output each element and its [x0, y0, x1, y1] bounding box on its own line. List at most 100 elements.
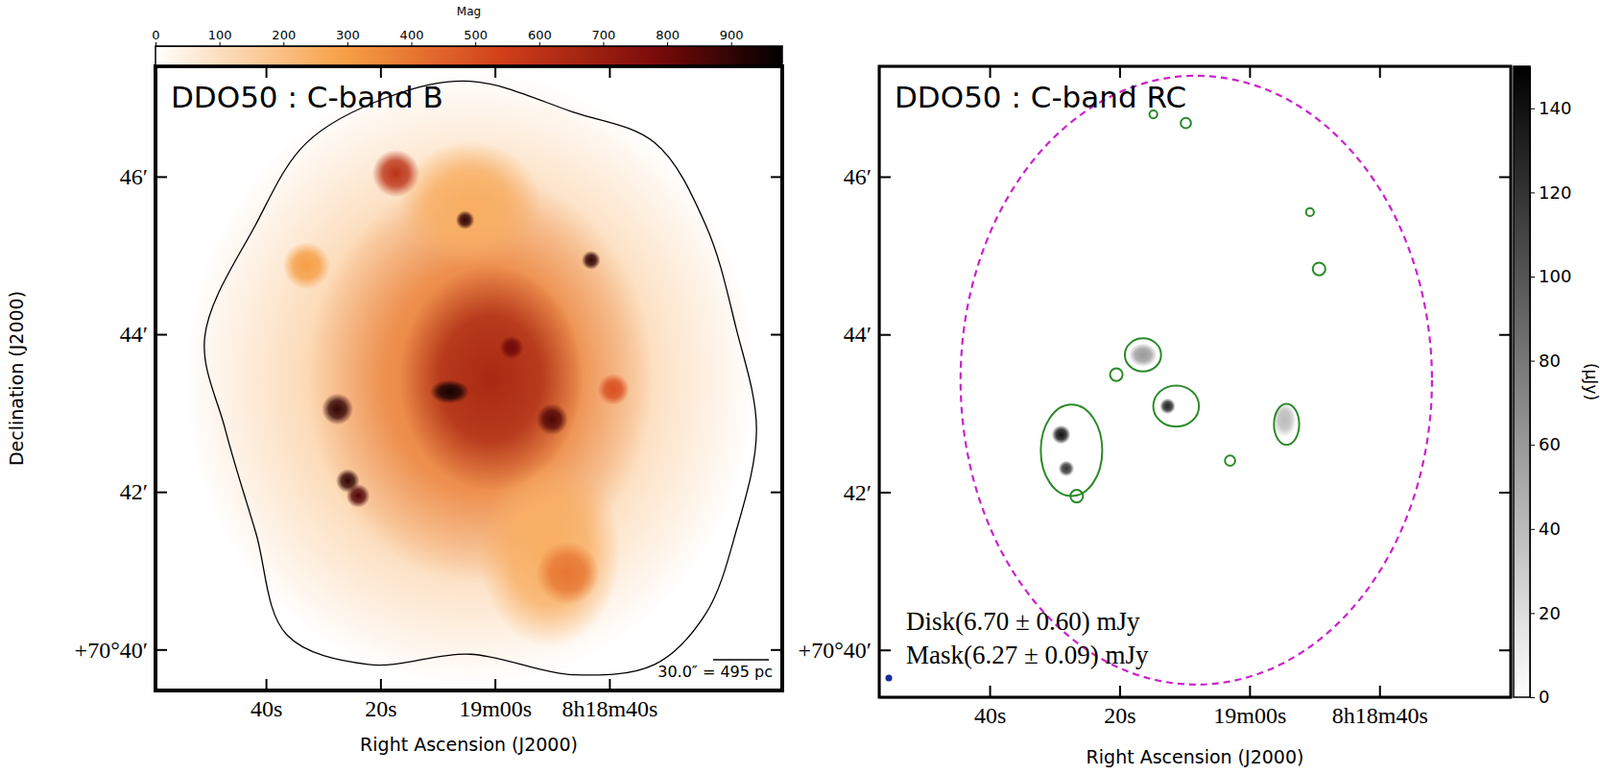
- axis-line: [155, 67, 158, 692]
- tick-mark: [539, 42, 541, 47]
- tick: [380, 66, 382, 78]
- tick-mark: [1499, 175, 1511, 178]
- mask-contour: [1180, 118, 1192, 129]
- tick-mark: [380, 66, 383, 78]
- axis-line: [782, 67, 785, 692]
- panel-title: DDO50 : C-band RC: [894, 79, 1187, 115]
- tick-label: 500: [463, 27, 488, 43]
- tick: [770, 491, 783, 493]
- tick-label: 19m00s: [458, 695, 532, 721]
- source: [1051, 425, 1072, 445]
- tick-label: 200: [271, 27, 296, 43]
- tick: 100: [1529, 265, 1572, 287]
- colorbar: [155, 46, 783, 66]
- tick-mark: [1499, 334, 1511, 336]
- tick-mark: [494, 66, 497, 78]
- tick-mark: [1529, 108, 1535, 110]
- tick-mark: [265, 678, 268, 691]
- tick-mark: [494, 678, 497, 691]
- tick-label: 60: [1538, 433, 1561, 454]
- tick-mark: [879, 334, 891, 336]
- tick-label: 19m00s: [1213, 702, 1287, 728]
- tick: [495, 66, 497, 78]
- tick: 900: [719, 27, 744, 47]
- axis-line: [1529, 67, 1531, 698]
- tick-mark: [155, 648, 168, 651]
- panel-title: DDO50 : C-band B: [170, 79, 444, 115]
- tick-mark: [989, 685, 992, 697]
- tick-label: 40s: [974, 702, 1006, 728]
- tick-mark: [219, 42, 221, 47]
- plot-area: [155, 66, 783, 691]
- frame: [155, 66, 783, 691]
- tick-mark: [1248, 685, 1251, 697]
- source: [536, 541, 600, 605]
- tick: 600: [527, 27, 552, 47]
- tick-label: 100: [208, 27, 233, 43]
- axis-line: [156, 690, 784, 693]
- tick: [1499, 176, 1511, 178]
- source: [1058, 460, 1075, 477]
- x-axis-title: Right Ascension (J2000): [1086, 745, 1305, 767]
- tick-mark: [155, 175, 168, 178]
- tick-mark: [879, 491, 891, 494]
- tick-label: 120: [1538, 182, 1572, 203]
- tick: 44′: [119, 321, 168, 347]
- source: [1159, 398, 1175, 414]
- background: [879, 66, 1511, 697]
- tick-mark: [1529, 276, 1535, 278]
- colorbar: [1513, 66, 1530, 697]
- tick: 19m00s: [458, 678, 532, 721]
- tick-label: 42′: [843, 479, 872, 505]
- axis-xticks: [880, 66, 1512, 78]
- tick: 20: [1529, 602, 1561, 623]
- tick-mark: [770, 648, 783, 651]
- mask-contour: [1306, 208, 1314, 216]
- colorbar-axis: 020406080100120140: [1529, 67, 1572, 708]
- tick-mark: [770, 334, 783, 336]
- source: [581, 250, 601, 270]
- tick-label: 0: [1538, 686, 1550, 707]
- source: [399, 141, 542, 267]
- tick: [1499, 491, 1511, 493]
- tick: 60: [1529, 433, 1561, 454]
- source: [1128, 342, 1158, 367]
- tick-mark: [1248, 66, 1251, 78]
- tick-label: 140: [1538, 97, 1572, 119]
- tick-mark: [608, 66, 611, 78]
- tick-label: 44′: [843, 321, 872, 347]
- mask-contour: [1070, 489, 1083, 502]
- tick: [770, 176, 783, 178]
- axis-xticks: 40s20s19m00s8h18m40s: [880, 685, 1512, 728]
- axis-xticks: [156, 66, 784, 78]
- tick: 46′: [843, 164, 891, 190]
- tick-label: 20s: [1103, 702, 1136, 728]
- tick: 40s: [974, 685, 1006, 728]
- tick-label: +70°40′: [74, 637, 148, 663]
- tick: [1119, 66, 1121, 78]
- tick-mark: [1499, 491, 1511, 494]
- axis-yticks: 46′44′42′+70°40′: [74, 67, 168, 692]
- y-axis-title: Declination (J2000): [5, 290, 27, 466]
- source: [283, 241, 331, 289]
- mask-contour: [1110, 368, 1123, 382]
- contour: [204, 80, 757, 675]
- tick-label: 400: [400, 27, 425, 43]
- tick-label: 46′: [119, 164, 148, 190]
- tick-label: 20s: [364, 695, 397, 721]
- mask-contour: [1224, 454, 1236, 466]
- tick: 40s: [250, 678, 283, 721]
- tick-label: 600: [527, 27, 552, 43]
- x-axis-title: Right Ascension (J2000): [359, 733, 578, 755]
- tick-mark: [731, 42, 733, 47]
- tick: 800: [655, 27, 680, 47]
- tick-label: 800: [655, 27, 680, 43]
- source: [321, 393, 354, 426]
- tick: 42′: [843, 479, 891, 505]
- tick-mark: [770, 175, 783, 178]
- tick-mark: [989, 66, 992, 78]
- mask-contour: [1124, 337, 1162, 371]
- source: [372, 149, 420, 197]
- tick: 120: [1529, 182, 1572, 203]
- tick: 44′: [843, 321, 891, 347]
